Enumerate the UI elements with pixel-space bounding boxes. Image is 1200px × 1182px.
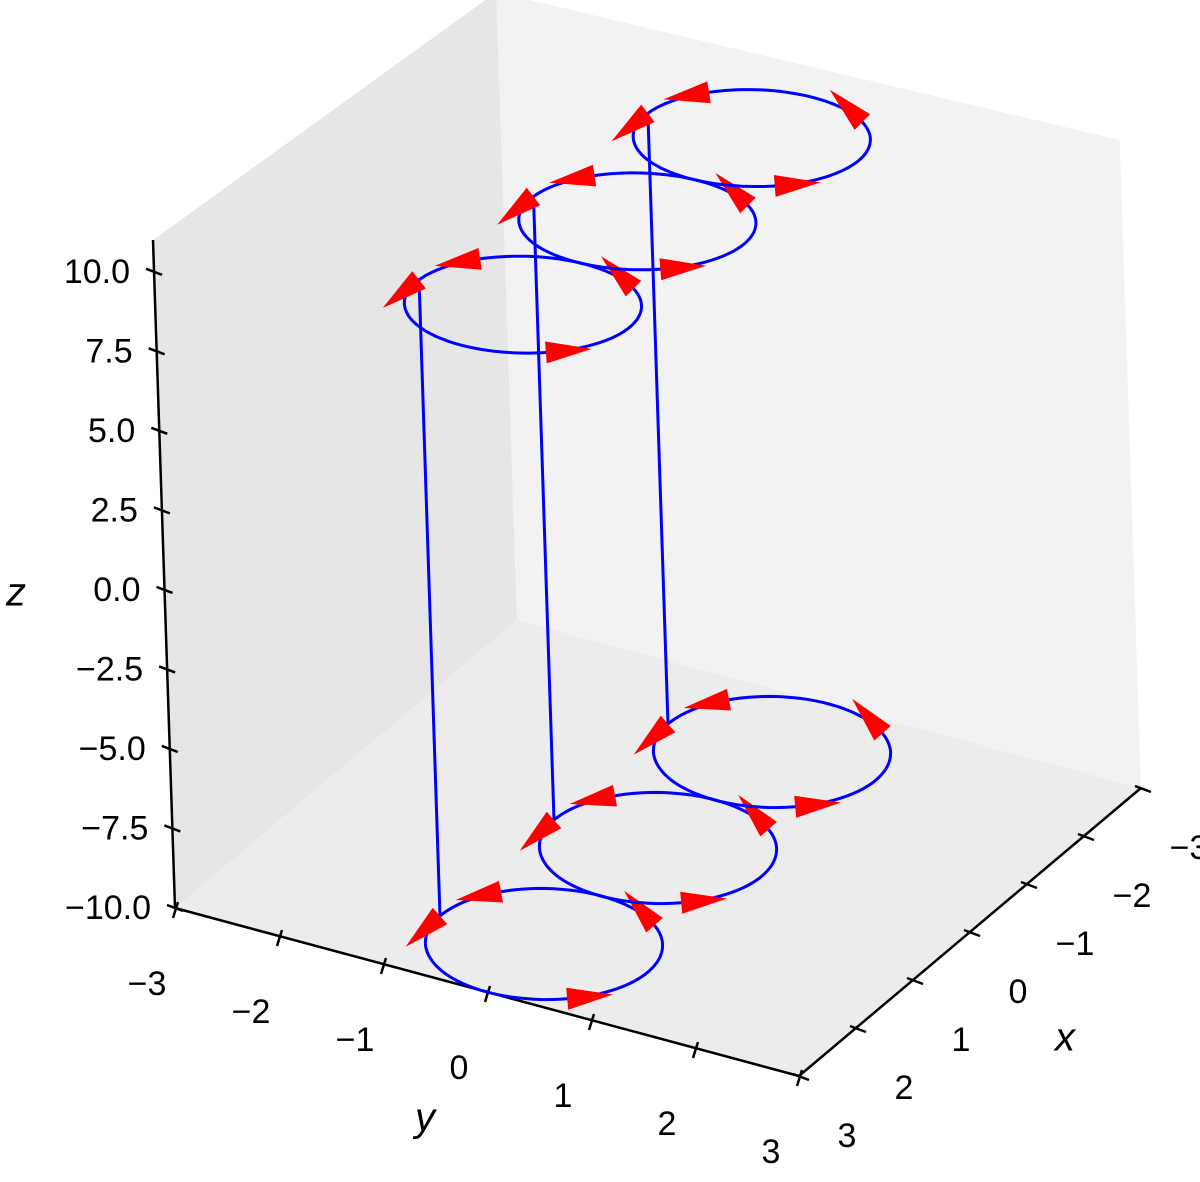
vertical-line: [646, 113, 670, 725]
y-tick-label: 3: [762, 1133, 781, 1171]
x-tick-label: −1: [1056, 925, 1095, 963]
x-tick-label: 2: [895, 1069, 914, 1107]
z-tick: [150, 426, 168, 436]
y-tick-label: 2: [658, 1105, 677, 1143]
z-tick: [156, 585, 173, 595]
z-tick-label: −2.5: [76, 650, 143, 688]
z-tick-label: −5.0: [79, 730, 146, 768]
z-tick-label: −10.0: [65, 889, 151, 927]
y-tick: [691, 1041, 700, 1059]
x-tick: [963, 928, 981, 938]
arrow: [405, 907, 448, 947]
z-tick: [158, 665, 176, 674]
z-tick: [166, 903, 184, 913]
arrow: [829, 89, 871, 130]
y-axis-label: y: [412, 1096, 438, 1140]
y-tick-label: −3: [128, 965, 167, 1003]
z-axis-label: z: [5, 571, 26, 615]
arrow: [663, 81, 711, 104]
floor-pane: [175, 620, 1141, 1076]
arrow: [549, 164, 597, 187]
x-tick: [1077, 832, 1095, 842]
arrow: [545, 341, 592, 364]
arrow: [382, 271, 426, 308]
arrow: [683, 688, 731, 711]
x-tick: [1134, 784, 1152, 794]
y-tick: [379, 957, 388, 975]
z-tick-label: −7.5: [81, 809, 148, 847]
z-tick: [153, 506, 171, 515]
x-tick: [1020, 880, 1038, 890]
z-tick-label: 0.0: [93, 571, 140, 609]
arrow: [633, 715, 676, 755]
z-tick-label: 10.0: [64, 253, 130, 291]
arrow: [566, 987, 613, 1010]
y-tick-label: −2: [232, 993, 271, 1031]
z-tick-label: 7.5: [85, 332, 132, 370]
right-pane: [496, 0, 1141, 788]
x-tick: [906, 976, 924, 986]
z-tick: [148, 347, 166, 356]
y-tick: [587, 1013, 596, 1031]
y-tick: [483, 985, 492, 1003]
x-axis-label: x: [1053, 1016, 1077, 1060]
z-tick-label: 5.0: [88, 412, 135, 450]
arrow: [601, 256, 642, 297]
x-tick-label: 0: [1009, 973, 1028, 1011]
x-tick-label: 3: [838, 1117, 857, 1155]
z-tick: [163, 824, 181, 833]
arrow: [569, 784, 617, 807]
x-tick: [849, 1024, 867, 1034]
arrow: [659, 258, 707, 281]
z-tick: [161, 744, 179, 754]
circle: [631, 88, 872, 188]
arrow: [497, 187, 541, 225]
vertical-line: [417, 279, 442, 917]
x-tick-label: 1: [952, 1021, 971, 1059]
y-tick-label: 0: [450, 1049, 469, 1087]
arrow: [434, 248, 482, 270]
left-pane: [153, 0, 517, 908]
arrow: [519, 811, 562, 851]
x-tick-label: −2: [1113, 877, 1152, 915]
arrow: [794, 795, 841, 818]
x-tick-label: −3: [1170, 829, 1200, 867]
z-tick-label: 2.5: [91, 491, 138, 529]
vertical-line: [531, 196, 556, 821]
arrow: [852, 698, 891, 741]
arrow: [680, 891, 727, 914]
y-tick-label: 1: [554, 1077, 573, 1115]
y-tick: [171, 901, 180, 919]
panes: [153, 0, 1141, 1076]
z-tick: [145, 267, 163, 276]
arrow: [455, 880, 503, 903]
arrow: [611, 104, 655, 142]
y-tick: [795, 1069, 804, 1087]
y-tick-label: −1: [336, 1021, 375, 1059]
arrow: [773, 175, 821, 197]
y-tick: [275, 929, 284, 947]
arrow: [715, 173, 756, 214]
circle: [651, 694, 893, 810]
